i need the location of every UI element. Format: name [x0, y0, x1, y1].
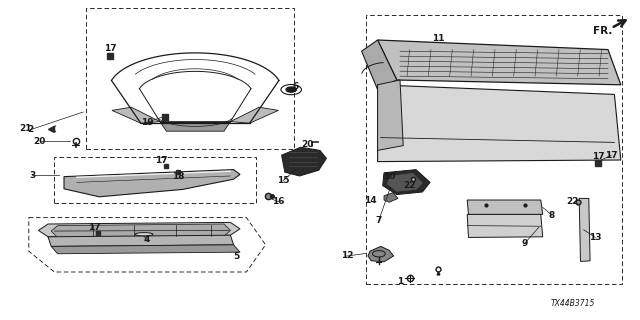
Text: TX44B3715: TX44B3715	[550, 300, 595, 308]
Text: 20: 20	[301, 140, 314, 149]
Bar	[54, 157, 256, 203]
Polygon shape	[282, 147, 326, 176]
Text: 17: 17	[104, 44, 116, 53]
Text: 17: 17	[605, 151, 618, 160]
Text: 14: 14	[364, 196, 376, 205]
Text: 15: 15	[276, 176, 289, 185]
Text: 2: 2	[28, 125, 34, 134]
Polygon shape	[467, 200, 543, 214]
Text: 10: 10	[383, 172, 396, 181]
Polygon shape	[64, 170, 240, 197]
Polygon shape	[51, 224, 230, 237]
Polygon shape	[384, 193, 398, 202]
Ellipse shape	[135, 233, 153, 236]
Text: 16: 16	[272, 197, 285, 206]
Circle shape	[286, 87, 296, 92]
Polygon shape	[387, 173, 422, 191]
Text: 21: 21	[19, 124, 32, 133]
Polygon shape	[48, 235, 234, 246]
Bar	[366, 15, 622, 284]
Text: 1: 1	[397, 277, 403, 286]
Text: 7: 7	[376, 216, 382, 225]
Text: 22: 22	[403, 181, 416, 190]
Bar	[86, 8, 294, 149]
Polygon shape	[362, 40, 397, 90]
Polygon shape	[230, 107, 278, 123]
Text: 6: 6	[292, 82, 299, 91]
Polygon shape	[51, 245, 240, 254]
Polygon shape	[160, 122, 230, 131]
Text: 17: 17	[155, 156, 168, 165]
Text: 17: 17	[88, 223, 101, 232]
Polygon shape	[378, 40, 621, 85]
Text: 18: 18	[172, 172, 184, 181]
Text: 8: 8	[548, 211, 555, 220]
Polygon shape	[38, 222, 240, 237]
Text: 22: 22	[566, 197, 579, 206]
Text: 4: 4	[144, 236, 150, 244]
Polygon shape	[112, 107, 160, 123]
Polygon shape	[368, 246, 394, 262]
Text: 20: 20	[33, 137, 46, 146]
Text: FR.: FR.	[593, 26, 612, 36]
Polygon shape	[378, 80, 403, 150]
Polygon shape	[579, 198, 590, 261]
Text: 11: 11	[432, 34, 445, 43]
Text: 9: 9	[522, 239, 528, 248]
Text: 19: 19	[141, 118, 154, 127]
Polygon shape	[378, 85, 621, 162]
Text: 17: 17	[592, 152, 605, 161]
Text: 3: 3	[29, 171, 35, 180]
Polygon shape	[467, 214, 543, 237]
Text: 12: 12	[340, 252, 353, 260]
Text: 5: 5	[234, 252, 240, 261]
Polygon shape	[383, 170, 430, 195]
Text: 13: 13	[589, 233, 602, 242]
